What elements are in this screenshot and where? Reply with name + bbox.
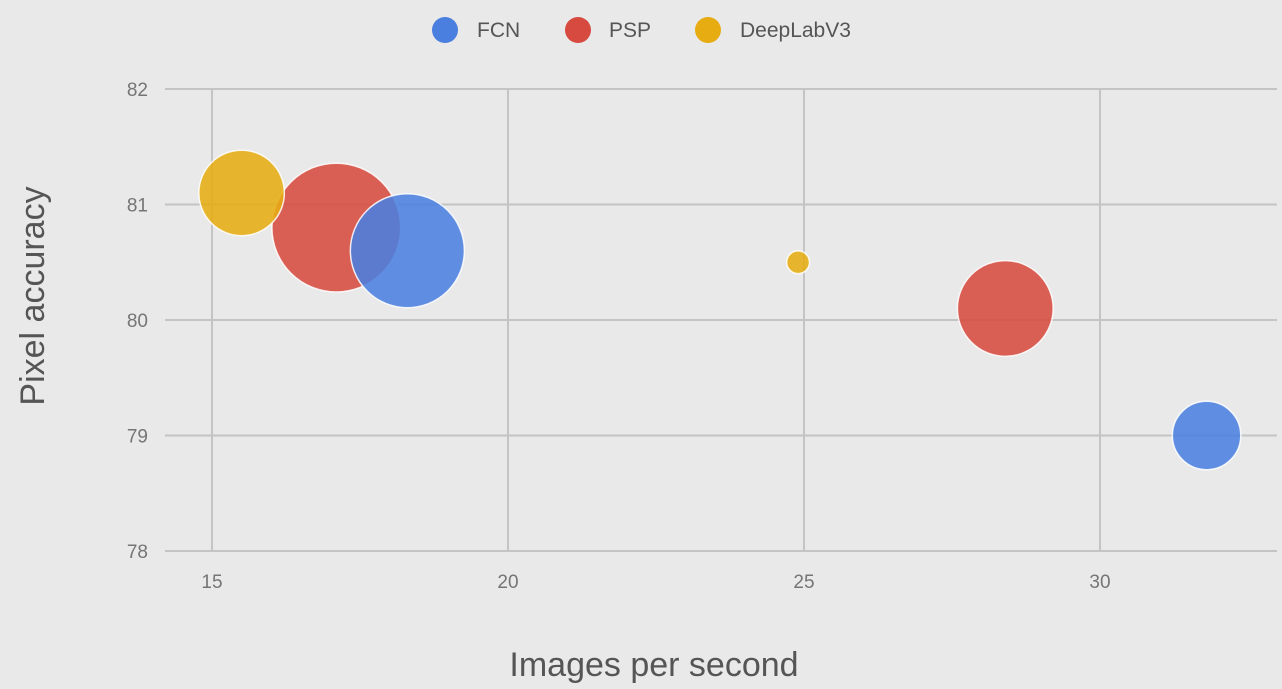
x-tick-label: 15 [201,572,222,593]
tick-labels: 78 79 80 81 82 15 20 25 30 [127,80,1111,593]
legend-marker-deeplabv3 [695,17,721,43]
x-axis-title: Images per second [509,646,798,684]
legend: FCN PSP DeepLabV3 [432,17,851,43]
legend-marker-psp [565,17,591,43]
y-tick-label: 78 [127,542,148,563]
bubble-deeplabv3 [785,250,811,275]
bubbles [198,149,1242,471]
x-tick-label: 25 [793,572,814,593]
y-axis-title: Pixel accuracy [14,186,52,405]
y-tick-label: 82 [127,80,148,101]
grid [165,88,1277,552]
legend-label-psp: PSP [609,19,651,42]
bubble-deeplabv3 [198,149,286,237]
bubble-psp [956,259,1054,358]
y-tick-label: 81 [127,196,148,217]
legend-label-deeplabv3: DeepLabV3 [740,19,851,42]
y-tick-label: 79 [127,427,148,448]
x-tick-label: 30 [1089,572,1110,593]
x-tick-label: 20 [497,572,518,593]
bubble-fcn [1171,400,1242,471]
bubble-fcn [349,192,466,309]
legend-label-fcn: FCN [477,19,520,42]
y-tick-label: 80 [127,311,148,332]
legend-marker-fcn [432,17,458,43]
